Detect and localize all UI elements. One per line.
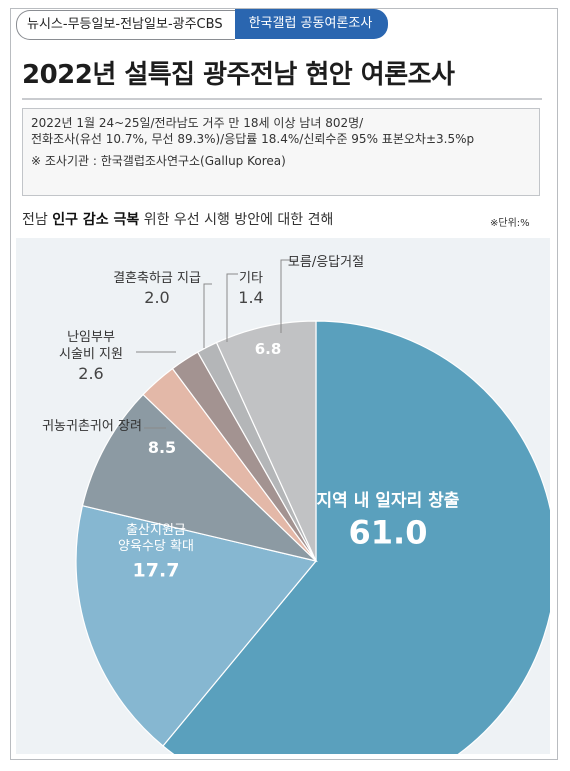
survey-info-line-2: 전화조사(유선 10.7%, 무선 89.3%)/응답률 18.4%/신뢰수준 … <box>31 132 475 146</box>
pie-slice-모름-응답거절 <box>215 320 317 562</box>
source-tags: 뉴시스-무등일보-전남일보-광주CBS 한국갤럽 공동여론조사 <box>16 9 389 40</box>
slice-label-귀농귀촌귀어-장려: 귀농귀촌귀어 장려 <box>42 419 142 434</box>
pie-slice-지역-내-일자리-창출 <box>162 320 550 754</box>
slice-value-출산지원금-양육수당-확대: 17.7 <box>133 559 180 581</box>
slice-value-난임부부-시술비-지원: 2.6 <box>78 364 103 383</box>
unit-note: ※단위:% <box>490 218 530 229</box>
slice-value-기타: 1.4 <box>238 288 263 307</box>
slice-label-난임부부-시술비-지원: 난임부부 <box>67 330 115 345</box>
slice-value-귀농귀촌귀어-장려: 8.5 <box>148 438 176 457</box>
pie-slice-출산지원금-양육수당-확대 <box>75 504 318 747</box>
slice-value-지역-내-일자리-창출: 61.0 <box>349 514 428 552</box>
survey-info-line-1: 2022년 1월 24~25일/전라남도 거주 만 18세 이상 남녀 802명… <box>31 116 364 130</box>
slice-label-난임부부-시술비-지원-1: 시술비 지원 <box>59 347 123 362</box>
slice-label-지역-내-일자리-창출: 지역 내 일자리 창출 <box>317 491 460 511</box>
slice-label-출산지원금-양육수당-확대-1: 양육수당 확대 <box>118 539 194 554</box>
chart-subtitle: 전남 인구 감소 극복 위한 우선 시행 방안에 대한 견해 <box>22 209 333 229</box>
title-divider <box>22 98 542 100</box>
subtitle-prefix: 전남 <box>22 212 53 228</box>
survey-info-box: 2022년 1월 24~25일/전라남도 거주 만 18세 이상 남녀 802명… <box>22 108 540 196</box>
subtitle-suffix: 위한 우선 시행 방안에 대한 견해 <box>139 212 334 228</box>
pie-slice-귀농귀촌귀어-장려 <box>81 393 318 563</box>
subtitle-emphasis: 인구 감소 극복 <box>52 212 140 228</box>
leader-line-기타 <box>226 273 238 342</box>
media-partners-tag: 뉴시스-무등일보-전남일보-광주CBS <box>16 10 235 40</box>
page-title: 2022년 설특집 광주전남 현안 여론조사 <box>22 60 455 90</box>
slice-label-모름-응답거절: 모름/응답거절 <box>288 255 364 270</box>
slice-label-출산지원금-양육수당-확대: 출산지원금 <box>126 523 186 538</box>
chart-area: 지역 내 일자리 창출 61.0 출산지원금 양육수당 확대 17.7 8.5 귀농귀촌귀어… <box>16 238 550 754</box>
slice-label-기타: 기타 <box>239 271 263 286</box>
poll-partner-tag: 한국갤럽 공동여론조사 <box>234 9 389 39</box>
leader-line-모름-응답거절 <box>280 259 298 333</box>
leader-line-결혼축하금-지급 <box>203 283 212 348</box>
slice-value-결혼축하금-지급: 2.0 <box>144 288 169 307</box>
slice-label-결혼축하금-지급: 결혼축하금 지급 <box>113 271 201 286</box>
survey-source: ※ 조사기관 : 한국갤럽조사연구소(Gallup Korea) <box>31 154 286 168</box>
slice-value-모름-응답거절: 6.8 <box>255 340 282 358</box>
